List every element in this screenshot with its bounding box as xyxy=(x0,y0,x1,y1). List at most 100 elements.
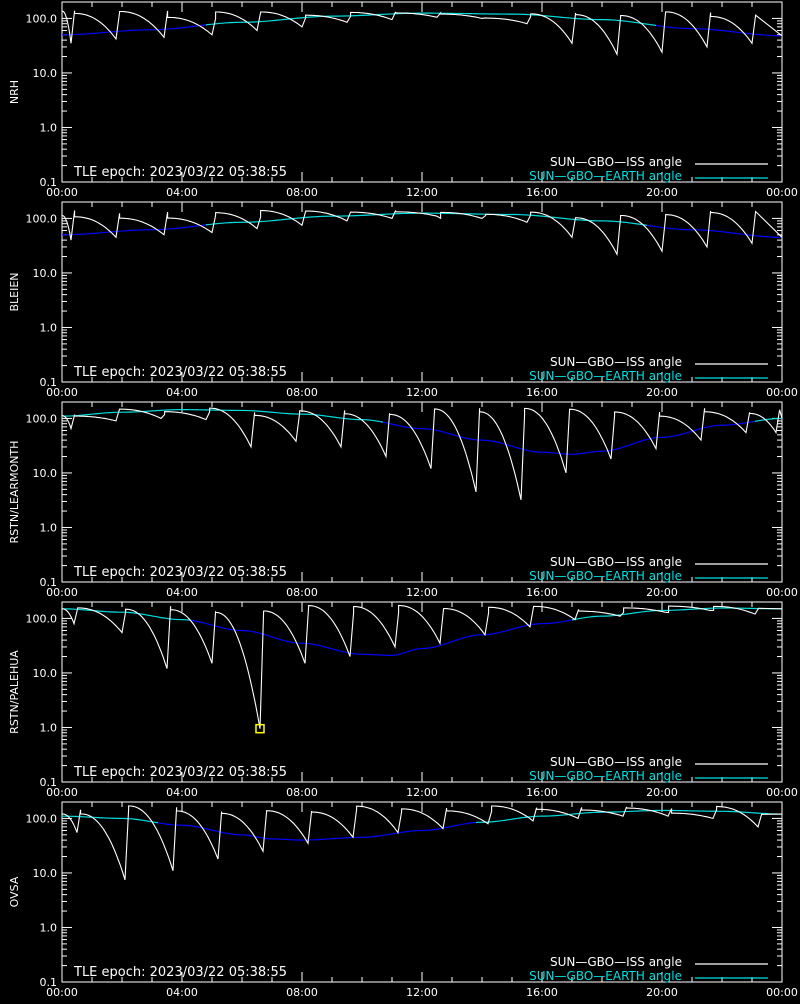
earth-series-segment xyxy=(206,829,209,830)
earth-series-segment xyxy=(470,636,473,637)
earth-series-segment xyxy=(257,837,260,838)
earth-series-segment xyxy=(461,437,464,438)
earth-series-segment xyxy=(503,631,506,632)
earth-series-segment xyxy=(440,431,443,432)
earth-series-segment xyxy=(401,426,404,427)
earth-series-segment xyxy=(143,614,146,615)
earth-series-segment xyxy=(749,422,752,423)
earth-series-segment xyxy=(518,448,521,449)
earth-series-segment xyxy=(635,442,638,443)
x-tick-label: 04:00 xyxy=(166,986,198,999)
earth-series-segment xyxy=(227,629,230,630)
earth-series-segment xyxy=(431,647,434,648)
earth-series-segment xyxy=(335,650,338,651)
earth-series-segment xyxy=(146,615,149,616)
x-tick-label: 16:00 xyxy=(526,786,558,799)
earth-series-segment xyxy=(563,621,566,622)
earth-series-segment xyxy=(509,445,512,446)
x-tick-label: 20:00 xyxy=(646,586,678,599)
tle-epoch-label: TLE epoch: 2023/03/22 05:38:55 xyxy=(73,965,287,980)
earth-series-segment xyxy=(707,426,710,427)
x-tick-label: 12:00 xyxy=(406,386,438,399)
x-tick-label: 20:00 xyxy=(646,986,678,999)
earth-series-segment xyxy=(527,450,530,451)
earth-series-segment xyxy=(407,651,410,652)
x-tick-label: 00:00 xyxy=(46,786,78,799)
earth-series-segment xyxy=(155,616,158,617)
earth-series-segment xyxy=(278,639,281,640)
earth-series-segment xyxy=(221,832,224,833)
earth-series-segment xyxy=(617,448,620,449)
earth-series-segment xyxy=(341,651,344,652)
y-tick-label: 1.0 xyxy=(40,121,58,134)
earth-series-segment xyxy=(629,444,632,445)
earth-series-segment xyxy=(524,625,527,626)
earth-series-segment xyxy=(221,627,224,628)
earth-series-segment xyxy=(647,439,650,440)
earth-series-segment xyxy=(689,431,692,432)
panel-5: 0.11.010.0100.000:0004:0008:0012:0016:00… xyxy=(8,802,798,999)
x-tick-label: 12:00 xyxy=(406,586,438,599)
earth-series-segment xyxy=(401,653,404,654)
x-tick-label: 12:00 xyxy=(406,186,438,199)
earth-series-segment xyxy=(698,429,701,430)
tle-epoch-label: TLE epoch: 2023/03/22 05:38:55 xyxy=(73,165,287,180)
earth-series-segment xyxy=(224,833,227,834)
earth-series-segment xyxy=(251,631,254,632)
earth-series-segment xyxy=(446,827,449,828)
earth-series-segment xyxy=(392,833,395,834)
x-tick-label: 12:00 xyxy=(406,786,438,799)
x-tick-label: 04:00 xyxy=(166,586,198,599)
y-tick-label: 100.0 xyxy=(26,812,58,825)
earth-series-segment xyxy=(152,616,155,617)
earth-series-segment xyxy=(446,433,449,434)
earth-series-segment xyxy=(287,641,290,642)
earth-series-segment xyxy=(566,620,569,621)
earth-series-segment xyxy=(683,433,686,434)
y-tick-label: 100.0 xyxy=(26,612,58,625)
earth-series-segment xyxy=(266,635,269,636)
legend-label: SUN—GBO—EARTH angle xyxy=(529,569,682,583)
y-tick-label: 1.0 xyxy=(40,521,58,534)
y-tick-label: 100.0 xyxy=(26,212,58,225)
x-tick-label: 16:00 xyxy=(526,386,558,399)
earth-series-segment xyxy=(452,826,455,827)
y-tick-label: 10.0 xyxy=(33,67,58,80)
earth-series-segment xyxy=(416,649,419,650)
earth-series-segment xyxy=(467,438,470,439)
earth-series-segment xyxy=(752,421,755,422)
earth-series-segment xyxy=(149,615,152,616)
earth-series-segment xyxy=(710,426,713,427)
earth-series-segment xyxy=(404,427,407,428)
earth-series-segment xyxy=(437,430,440,431)
legend-label: SUN—GBO—EARTH angle xyxy=(529,769,682,783)
earth-series-segment xyxy=(224,628,227,629)
x-tick-label: 00:00 xyxy=(46,186,78,199)
earth-series-segment xyxy=(392,424,395,425)
earth-series-segment xyxy=(644,439,647,440)
x-tick-label: 12:00 xyxy=(406,986,438,999)
y-axis-label: RSTN/PALEHUA xyxy=(8,650,21,734)
earth-series-segment xyxy=(458,825,461,826)
earth-series-segment xyxy=(323,646,326,647)
earth-series-segment xyxy=(446,643,449,644)
y-axis-label: OVSA xyxy=(8,876,21,907)
earth-series-segment xyxy=(209,624,212,625)
earth-series-segment xyxy=(218,627,221,628)
earth-series-segment xyxy=(614,449,617,450)
earth-series-segment xyxy=(497,442,500,443)
earth-series-segment xyxy=(260,838,263,839)
iss-series-line xyxy=(62,606,782,729)
earth-series-segment xyxy=(620,447,623,448)
earth-series-segment xyxy=(458,639,461,640)
earth-series-segment xyxy=(380,422,383,423)
legend-label: SUN—GBO—ISS angle xyxy=(550,755,682,769)
earth-series-segment xyxy=(449,826,452,827)
earth-series-segment xyxy=(437,646,440,647)
earth-series-segment xyxy=(338,650,341,651)
legend-label: SUN—GBO—EARTH angle xyxy=(529,169,682,183)
y-tick-label: 10.0 xyxy=(33,667,58,680)
earth-series-segment xyxy=(695,429,698,430)
